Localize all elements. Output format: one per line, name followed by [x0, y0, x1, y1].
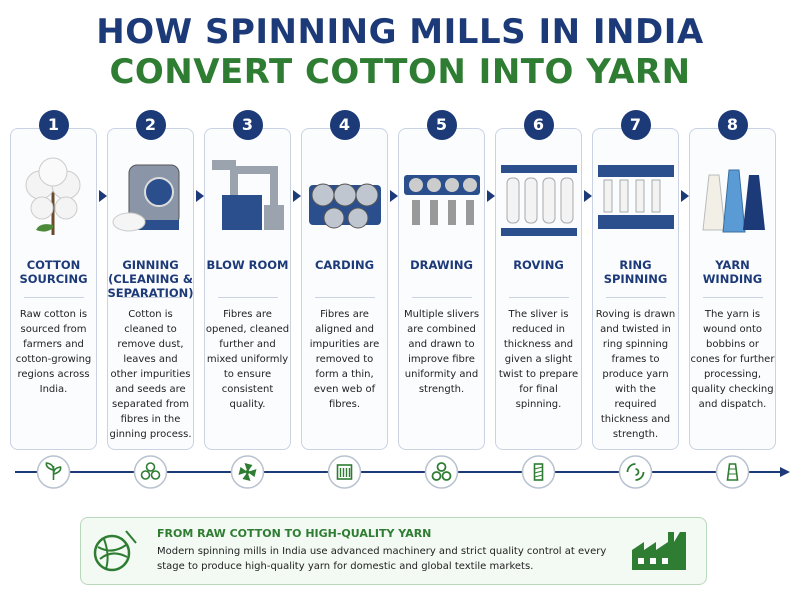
separator	[605, 297, 666, 298]
step-description: Fibres are opened, cleaned further and m…	[205, 309, 290, 410]
step-title: COTTON SOURCING	[19, 258, 88, 286]
separator	[314, 297, 375, 298]
step-illustration	[204, 150, 291, 245]
separator	[217, 297, 278, 298]
arrow	[584, 190, 592, 202]
title-line: CONVERT COTTON INTO YARN	[109, 52, 691, 92]
step-description: The sliver is reduced in thickness and g…	[498, 309, 579, 410]
yarn-icon	[93, 530, 137, 572]
arrow	[293, 190, 301, 202]
step-description: The yarn is wound onto bobbins or cones …	[690, 309, 775, 410]
step-illustration	[592, 150, 679, 245]
step-number: 2	[135, 110, 166, 140]
step-title: DRAWING	[410, 258, 473, 272]
step-card	[301, 128, 388, 450]
step-description: Fibres are aligned and impurities are re…	[309, 309, 380, 410]
step-title: GINNING (CLEANING & SEPARATION)	[107, 258, 194, 300]
step-description: Cotton is cleaned to remove dust, leaves…	[109, 309, 192, 440]
step-number: 1	[38, 110, 69, 140]
step-number: 8	[717, 110, 748, 140]
step-title: ROVING	[513, 258, 564, 272]
factory-icon	[632, 532, 686, 570]
step-number: 5	[426, 110, 457, 140]
step-title: CARDING	[314, 258, 375, 272]
step-number: 6	[523, 110, 554, 140]
title-line: HOW SPINNING MILLS IN INDIA	[96, 12, 704, 52]
arrow	[390, 190, 398, 202]
machine	[309, 183, 381, 229]
timeline-icon	[36, 455, 71, 489]
separator	[23, 297, 84, 298]
machine	[702, 169, 765, 233]
step-description: Multiple slivers are combined and drawn …	[403, 309, 480, 395]
step-title: BLOW ROOM	[206, 258, 289, 272]
step-number: 3	[232, 110, 263, 140]
step-title: YARN WINDING	[702, 258, 763, 286]
machine	[212, 160, 284, 230]
step-description: Raw cotton is sourced from farmers and c…	[15, 309, 92, 395]
machine	[598, 165, 674, 229]
footer-box	[80, 517, 707, 585]
separator	[702, 297, 763, 298]
step-title: RING SPINNING	[603, 258, 668, 286]
arrow	[196, 190, 204, 202]
machine	[25, 157, 81, 235]
timeline-icon	[327, 455, 362, 489]
step-illustration	[689, 150, 776, 245]
timeline	[15, 455, 790, 489]
machine	[501, 165, 577, 236]
machine	[404, 175, 480, 225]
arrow	[681, 190, 689, 202]
timeline-icon	[715, 455, 750, 489]
timeline-icon	[424, 455, 459, 489]
separator	[508, 297, 569, 298]
separator	[120, 297, 181, 298]
arrow	[487, 190, 495, 202]
step-illustration	[495, 150, 582, 245]
step-illustration	[107, 150, 194, 245]
timeline-icon	[230, 455, 265, 489]
step-number: 7	[620, 110, 651, 140]
machine	[112, 164, 180, 232]
step-illustration	[398, 150, 485, 245]
footer-text: Modern spinning mills in India use advan…	[157, 546, 607, 572]
timeline-icon	[133, 455, 168, 489]
step-number: 4	[329, 110, 360, 140]
footer-title: FROM RAW COTTON TO HIGH-QUALITY YARN	[157, 527, 432, 540]
step-illustration	[301, 150, 388, 245]
timeline-icon	[521, 455, 556, 489]
step-illustration	[10, 150, 97, 245]
separator	[411, 297, 472, 298]
step-description: Roving is drawn and twisted in ring spin…	[595, 309, 676, 440]
timeline-icon	[618, 455, 653, 489]
arrow	[99, 190, 107, 202]
